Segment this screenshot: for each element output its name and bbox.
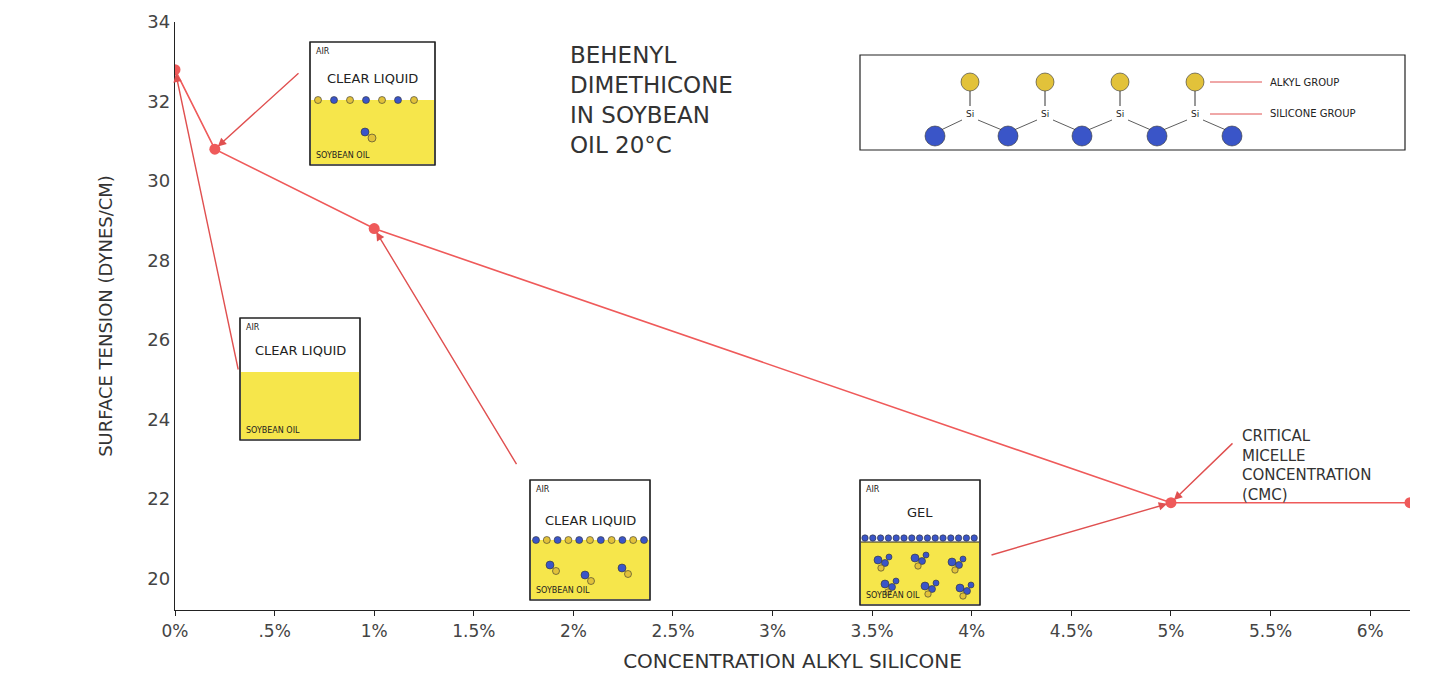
svg-text:4.5%: 4.5% — [1050, 621, 1093, 641]
svg-text:22: 22 — [147, 488, 170, 509]
svg-text:SOYBEAN OIL: SOYBEAN OIL — [246, 426, 300, 435]
svg-text:6%: 6% — [1357, 621, 1384, 641]
svg-text:AIR: AIR — [246, 323, 260, 332]
svg-text:Si: Si — [1041, 109, 1049, 119]
svg-text:SOYBEAN OIL: SOYBEAN OIL — [536, 586, 590, 595]
svg-text:26: 26 — [147, 329, 170, 350]
svg-text:GEL: GEL — [907, 505, 933, 520]
svg-text:3%: 3% — [759, 621, 786, 641]
svg-text:CLEAR LIQUID: CLEAR LIQUID — [255, 343, 346, 358]
svg-text:2.5%: 2.5% — [651, 621, 694, 641]
svg-text:4%: 4% — [958, 621, 985, 641]
svg-text:ALKYL GROUP: ALKYL GROUP — [1270, 77, 1339, 88]
svg-text:28: 28 — [147, 250, 170, 271]
svg-text:1%: 1% — [361, 621, 388, 641]
svg-text:20: 20 — [147, 568, 170, 589]
svg-text:5%: 5% — [1157, 621, 1184, 641]
svg-text:AIR: AIR — [536, 485, 550, 494]
svg-text:1.5%: 1.5% — [452, 621, 495, 641]
svg-text:32: 32 — [147, 91, 170, 112]
svg-text:2%: 2% — [560, 621, 587, 641]
svg-text:34: 34 — [147, 11, 170, 32]
svg-text:SURFACE TENSION (DYNES/CM): SURFACE TENSION (DYNES/CM) — [95, 175, 116, 457]
svg-text:AIR: AIR — [866, 485, 880, 494]
svg-text:CLEAR LIQUID: CLEAR LIQUID — [545, 513, 636, 528]
svg-text:SILICONE GROUP: SILICONE GROUP — [1270, 108, 1356, 119]
svg-text:5.5%: 5.5% — [1249, 621, 1292, 641]
svg-text:CONCENTRATION ALKYL SILICONE: CONCENTRATION ALKYL SILICONE — [623, 649, 962, 673]
svg-text:0%: 0% — [162, 621, 189, 641]
svg-text:24: 24 — [147, 409, 170, 430]
svg-text:CLEAR LIQUID: CLEAR LIQUID — [327, 71, 418, 86]
svg-text:SOYBEAN OIL: SOYBEAN OIL — [316, 151, 370, 160]
svg-text:.5%: .5% — [258, 621, 290, 641]
svg-text:Si: Si — [1191, 109, 1199, 119]
svg-text:Si: Si — [1116, 109, 1124, 119]
svg-text:AIR: AIR — [316, 47, 330, 56]
svg-text:Si: Si — [966, 109, 974, 119]
svg-text:BEHENYLDIMETHICONEIN SOYBEANOI: BEHENYLDIMETHICONEIN SOYBEANOIL 20°C — [570, 42, 733, 158]
svg-text:CRITICALMICELLECONCENTRATION(C: CRITICALMICELLECONCENTRATION(CMC) — [1242, 427, 1371, 504]
svg-text:SOYBEAN OIL: SOYBEAN OIL — [866, 591, 920, 600]
svg-text:30: 30 — [147, 170, 170, 191]
svg-text:3.5%: 3.5% — [851, 621, 894, 641]
